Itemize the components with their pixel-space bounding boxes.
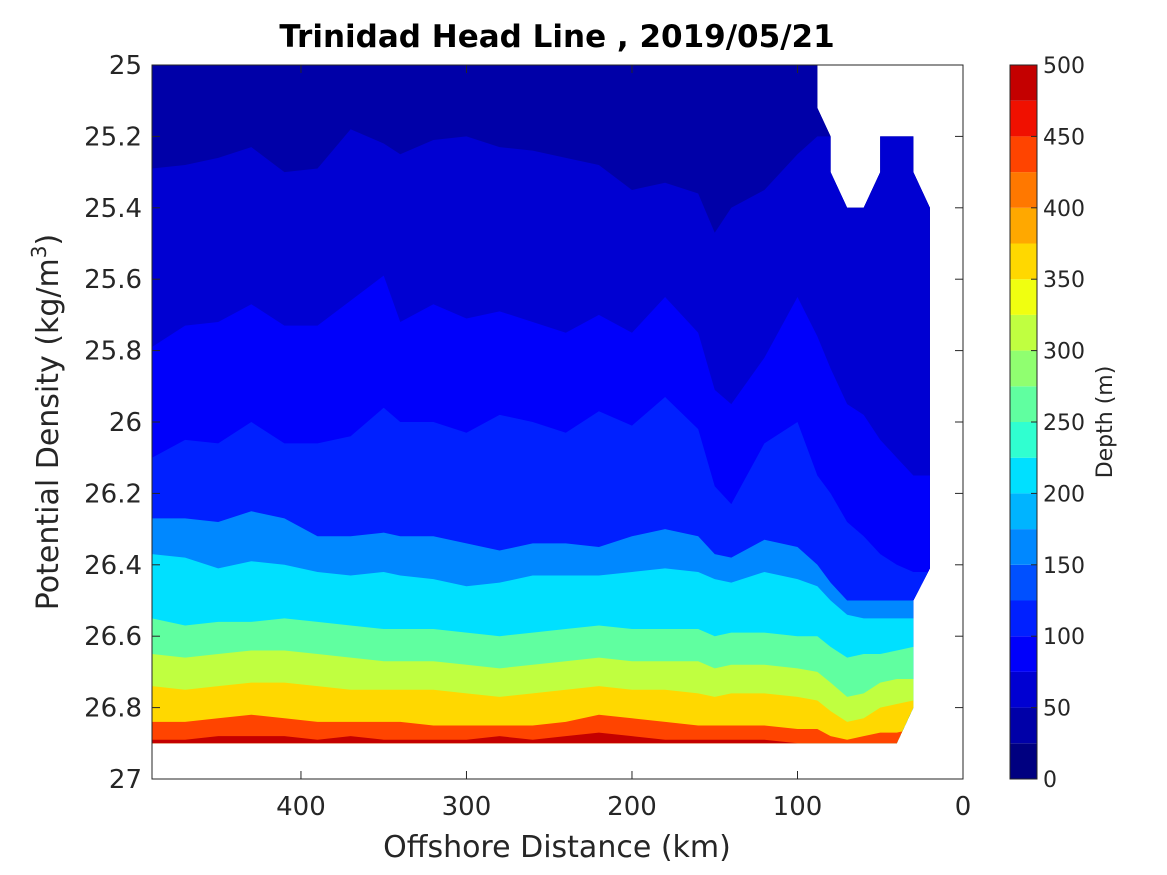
colorbar-tick-label: 350 — [1043, 268, 1085, 293]
y-axis-label-superscript: 3 — [27, 245, 51, 258]
colorbar-label: Depth (m) — [1093, 366, 1118, 479]
colorbar-tick-label: 500 — [1043, 54, 1085, 79]
colorbar-tick-label: 0 — [1043, 768, 1057, 793]
colorbar-swatch — [1010, 386, 1037, 422]
colorbar-swatch — [1010, 529, 1037, 565]
colorbar-swatch — [1010, 457, 1037, 494]
colorbar-swatch — [1010, 279, 1037, 315]
colorbar-swatch — [1010, 243, 1037, 280]
y-axis-label-main: Potential Density (kg/m — [31, 258, 66, 610]
colorbar-swatch — [1010, 493, 1037, 530]
y-tick-label: 25 — [109, 51, 142, 81]
colorbar-swatch — [1010, 636, 1037, 672]
colorbar-swatch — [1010, 172, 1037, 208]
y-tick-label: 27 — [109, 765, 142, 795]
colorbar-swatch — [1010, 100, 1037, 137]
colorbar-tick-label: 50 — [1043, 697, 1071, 722]
colorbar-tick-label: 150 — [1043, 554, 1085, 579]
y-axis-ticks: 25 25.2 25.4 25.6 25.8 26 26.2 26.4 26.6 26.8 27 — [84, 51, 963, 795]
contour-band-425 — [152, 714, 930, 744]
y-axis-label-close: ) — [31, 234, 66, 246]
y-axis-label: Potential Density (kg/m3) — [27, 234, 66, 610]
colorbar-swatch — [1010, 350, 1037, 387]
colorbar-tick-label: 100 — [1043, 625, 1085, 650]
y-tick-label: 25.2 — [84, 122, 142, 152]
x-axis-ticks: 400 300 200 100 0 — [276, 65, 971, 822]
colorbar-swatch — [1010, 422, 1037, 458]
colorbar-swatch — [1010, 600, 1037, 637]
y-tick-label: 26.6 — [84, 622, 142, 652]
y-tick-label: 26.4 — [84, 551, 142, 581]
colorbar-tick-label: 250 — [1043, 411, 1085, 436]
y-tick-label: 26 — [109, 408, 142, 438]
x-tick-label: 0 — [955, 792, 972, 822]
y-tick-label: 26.8 — [84, 694, 142, 724]
colorbar: 0 50 100 150 200 250 300 350 400 450 500 — [1009, 54, 1085, 793]
y-tick-label: 25.6 — [84, 265, 142, 295]
colorbar-swatch — [1010, 314, 1037, 351]
colorbar-tick-label: 200 — [1043, 482, 1085, 507]
colorbar-swatch — [1010, 671, 1037, 708]
y-tick-label: 25.4 — [84, 194, 142, 224]
colorbar-swatch — [1010, 136, 1037, 173]
colorbar-swatch — [1010, 65, 1037, 101]
colorbar-swatch — [1010, 707, 1037, 744]
x-tick-label: 100 — [773, 792, 823, 822]
y-tick-label: 25.8 — [84, 337, 142, 367]
x-tick-label: 400 — [276, 792, 326, 822]
x-tick-label: 200 — [607, 792, 657, 822]
y-tick-label: 26.2 — [84, 479, 142, 509]
colorbar-tick-label: 450 — [1043, 125, 1085, 150]
colorbar-swatch — [1010, 743, 1037, 779]
chart-title: Trinidad Head Line , 2019/05/21 — [279, 19, 834, 55]
plot-area: 400 300 200 100 0 25 25.2 25.4 25.6 25.8 26 26.2 26… — [84, 51, 971, 822]
colorbar-tick-label: 400 — [1043, 197, 1085, 222]
colorbar-swatch — [1010, 564, 1037, 601]
contour-bands — [152, 65, 930, 744]
colorbar-tick-label: 300 — [1043, 340, 1085, 365]
x-tick-label: 300 — [442, 792, 492, 822]
x-axis-label: Offshore Distance (km) — [383, 830, 731, 865]
colorbar-swatch — [1010, 207, 1037, 244]
